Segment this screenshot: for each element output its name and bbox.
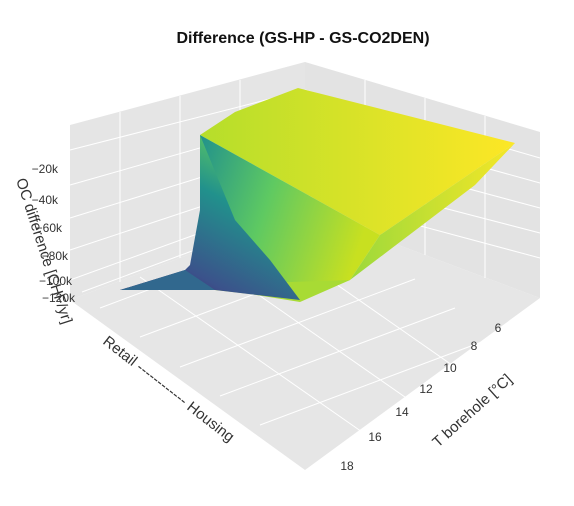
z-tick-label: −40k	[32, 193, 59, 207]
surface	[120, 88, 515, 302]
y-tick-label: 10	[443, 361, 457, 375]
z-tick-label: −60k	[36, 221, 63, 235]
y-tick-label: 16	[368, 430, 382, 444]
surface-steep-drop	[120, 135, 300, 300]
z-axis: −20k −40k −60k −80k −100k −120k OC diffe…	[12, 162, 76, 326]
y-tick-label: 14	[395, 405, 409, 419]
surface-top-plateau	[200, 88, 515, 235]
y-axis-title: T borehole [°C]	[429, 371, 515, 451]
y-tick-label: 6	[495, 321, 502, 335]
surface-low-edge	[120, 270, 215, 290]
z-tick-label: −20k	[32, 162, 59, 176]
z-tick-label: −120k	[42, 291, 76, 305]
surface-front-slope	[350, 143, 515, 280]
y-tick-label: 8	[471, 339, 478, 353]
chart-title: Difference (GS-HP - GS-CO2DEN)	[176, 30, 429, 47]
y-tick-label: 12	[419, 382, 433, 396]
y-tick-label: 18	[340, 459, 354, 473]
z-tick-label: −100k	[39, 274, 73, 288]
plot-scene: −20k −40k −60k −80k −100k −120k OC diffe…	[12, 30, 541, 473]
z-tick-label: −80k	[42, 249, 69, 263]
